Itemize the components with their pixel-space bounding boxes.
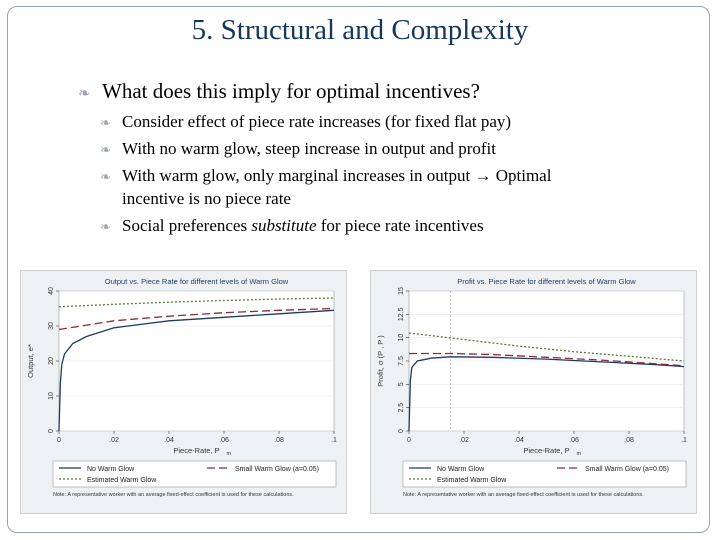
chart-title: Output vs. Piece Rate for different leve… xyxy=(105,277,289,286)
x-tick-label: 0 xyxy=(57,437,61,444)
sub-bullet-text: Social preferences xyxy=(122,216,252,235)
sub-bullet-3: ❧ With warm glow, only marginal increases… xyxy=(100,164,551,188)
y-tick-label: 0 xyxy=(48,429,55,433)
output-chart: Output vs. Piece Rate for different leve… xyxy=(20,270,347,514)
slide-frame xyxy=(7,6,710,533)
y-axis-label: Profit, σ (P , P ) xyxy=(376,335,385,387)
chart-note: Note: A representative worker with an av… xyxy=(403,492,644,498)
main-bullet: ❧ What does this imply for optimal incent… xyxy=(78,78,480,107)
x-tick-label: .1 xyxy=(331,437,337,444)
y-tick-label: 5 xyxy=(398,382,405,386)
y-tick-label: 10 xyxy=(48,392,55,400)
sub-bullet-3-cont: incentive is no piece rate xyxy=(122,189,291,208)
sub-bullet-2: ❧ With no warm glow, steep increase in ou… xyxy=(100,137,496,161)
x-tick-label: .04 xyxy=(164,437,174,444)
y-axis-label: Output, e* xyxy=(26,344,35,378)
sub-bullet-4: ❧ Social preferences substitute for piece… xyxy=(100,214,484,238)
y-tick-label: 2.5 xyxy=(398,403,405,413)
series-line xyxy=(409,352,685,367)
slide-title: 5. Structural and Complexity xyxy=(191,14,529,46)
emphasis-text: substitute xyxy=(251,216,317,235)
series-line xyxy=(58,309,335,432)
legend-label: Small Warm Glow (a=0.05) xyxy=(235,466,319,473)
curl-bullet-icon: ❧ xyxy=(100,142,111,157)
x-axis-label: Piece-Rate, P xyxy=(173,446,219,455)
profit-chart-svg: Profit vs. Piece Rate for different leve… xyxy=(371,271,696,513)
y-tick-label: 20 xyxy=(48,357,55,365)
y-tick-label: 12.5 xyxy=(398,307,405,321)
y-tick-label: 10 xyxy=(398,334,405,342)
chart-note: Note: A representative worker with an av… xyxy=(53,492,294,498)
series-line xyxy=(58,307,335,331)
sub-bullet-text: With warm glow, only marginal increases … xyxy=(122,166,475,185)
curl-bullet-icon: ❧ xyxy=(100,115,111,130)
legend-label: Small Warm Glow (a=0.05) xyxy=(585,466,669,473)
sub-bullet-1: ❧ Consider effect of piece rate increases… xyxy=(100,110,511,134)
legend-label: No Warm Glow xyxy=(87,466,135,473)
x-tick-label: .02 xyxy=(459,437,469,444)
x-tick-label: .02 xyxy=(109,437,119,444)
legend-box xyxy=(402,460,687,488)
profit-chart: Profit vs. Piece Rate for different leve… xyxy=(370,270,697,514)
y-tick-label: 15 xyxy=(398,287,405,295)
sub-bullet-text: Consider effect of piece rate increases … xyxy=(122,112,512,131)
sub-bullet-text: With no warm glow, steep increase in out… xyxy=(122,139,497,158)
x-tick-label: .1 xyxy=(681,437,687,444)
legend-box xyxy=(52,460,337,488)
curl-bullet-icon: ❧ xyxy=(78,86,91,102)
curl-bullet-icon: ❧ xyxy=(100,219,111,234)
y-tick-label: 0 xyxy=(398,429,405,433)
x-tick-label: .06 xyxy=(569,437,579,444)
x-tick-label: 0 xyxy=(407,437,411,444)
x-axis-label-sub: m xyxy=(227,451,232,457)
series-line xyxy=(58,297,335,308)
output-chart-svg: Output vs. Piece Rate for different leve… xyxy=(21,271,346,513)
y-tick-label: 7.5 xyxy=(398,356,405,366)
main-bullet-text: What does this imply for optimal incenti… xyxy=(102,79,480,103)
arrow-right-icon: → xyxy=(474,166,492,185)
chart-title: Profit vs. Piece Rate for different leve… xyxy=(457,277,636,286)
y-tick-label: 30 xyxy=(48,322,55,330)
curl-bullet-icon: ❧ xyxy=(100,169,111,184)
legend-label: No Warm Glow xyxy=(437,466,485,473)
y-tick-label: 40 xyxy=(48,287,55,295)
x-axis-label-sub: m xyxy=(577,451,582,457)
legend-label: Estimated Warm Glow xyxy=(437,477,507,484)
x-tick-label: .08 xyxy=(624,437,634,444)
legend-label: Estimated Warm Glow xyxy=(87,477,157,484)
x-axis-label: Piece-Rate, P xyxy=(523,446,569,455)
x-tick-label: .04 xyxy=(514,437,524,444)
sub-bullet-text: for piece rate incentives xyxy=(316,216,484,235)
sub-bullet-text: Optimal xyxy=(491,166,552,185)
x-tick-label: .08 xyxy=(274,437,284,444)
series-line xyxy=(408,356,685,432)
x-tick-label: .06 xyxy=(219,437,229,444)
